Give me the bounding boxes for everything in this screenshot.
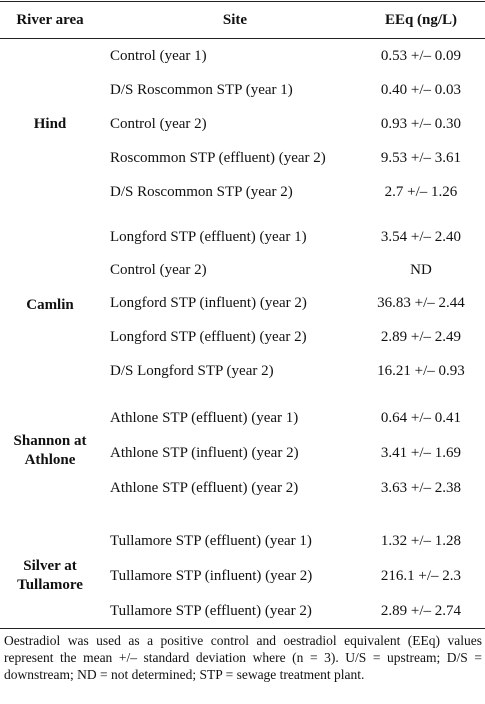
site-cell: Control (year 2): [110, 115, 207, 132]
header-eeq: EEq (ng/L): [384, 11, 458, 28]
river-area-label: Camlin: [26, 296, 74, 313]
eeq-cell: 3.41 +/– 1.69: [380, 444, 462, 461]
site-cell: Roscommon STP (effluent) (year 2): [110, 149, 326, 166]
site-cell: Control (year 2): [110, 261, 207, 278]
header-river-area: River area: [16, 11, 84, 28]
eeq-cell: 216.1 +/– 2.3: [380, 567, 462, 584]
site-cell: Tullamore STP (influent) (year 2): [110, 567, 313, 584]
site-cell: Control (year 1): [110, 47, 207, 64]
eeq-cell: 0.64 +/– 0.41: [380, 409, 462, 426]
site-cell: Longford STP (effluent) (year 1): [110, 228, 307, 245]
eeq-cell: 0.53 +/– 0.09: [380, 47, 462, 64]
eeq-cell: 3.63 +/– 2.38: [380, 479, 462, 496]
site-cell: Athlone STP (effluent) (year 1): [110, 409, 299, 426]
site-cell: Tullamore STP (effluent) (year 2): [110, 602, 312, 619]
site-cell: D/S Roscommon STP (year 1): [110, 81, 293, 98]
header-site: Site: [222, 11, 248, 28]
eeq-cell: 2.89 +/– 2.74: [380, 602, 462, 619]
site-cell: Athlone STP (effluent) (year 2): [110, 479, 299, 496]
site-cell: Longford STP (effluent) (year 2): [110, 328, 307, 345]
site-cell: D/S Longford STP (year 2): [110, 362, 274, 379]
eeq-cell: 1.32 +/– 1.28: [380, 532, 462, 549]
table-footnote: Oestradiol was used as a positive contro…: [4, 633, 482, 682]
site-cell: Athlone STP (influent) (year 2): [110, 444, 299, 461]
top-rule: [0, 1, 485, 2]
site-cell: D/S Roscommon STP (year 2): [110, 183, 293, 200]
eeq-cell: 0.93 +/– 0.30: [380, 115, 462, 132]
eeq-cell: 2.89 +/– 2.49: [380, 328, 462, 345]
eeq-cell: 36.83 +/– 2.44: [377, 294, 465, 311]
site-cell: Tullamore STP (effluent) (year 1): [110, 532, 312, 549]
eeq-cell: 0.40 +/– 0.03: [380, 81, 462, 98]
river-area-label: Shannon at Athlone: [13, 433, 87, 468]
eeq-cell: 16.21 +/– 0.93: [377, 362, 465, 379]
bottom-rule: [0, 628, 485, 629]
eeq-cell: 3.54 +/– 2.40: [380, 228, 462, 245]
eeq-cell: 2.7 +/– 1.26: [384, 183, 458, 200]
eeq-cell: 9.53 +/– 3.61: [380, 149, 462, 166]
river-area-label: Silver at Tullamore: [17, 558, 83, 593]
river-area-label: Hind: [33, 115, 67, 132]
site-cell: Longford STP (influent) (year 2): [110, 294, 307, 311]
eeq-cell: ND: [410, 261, 432, 278]
header-rule: [0, 38, 485, 39]
